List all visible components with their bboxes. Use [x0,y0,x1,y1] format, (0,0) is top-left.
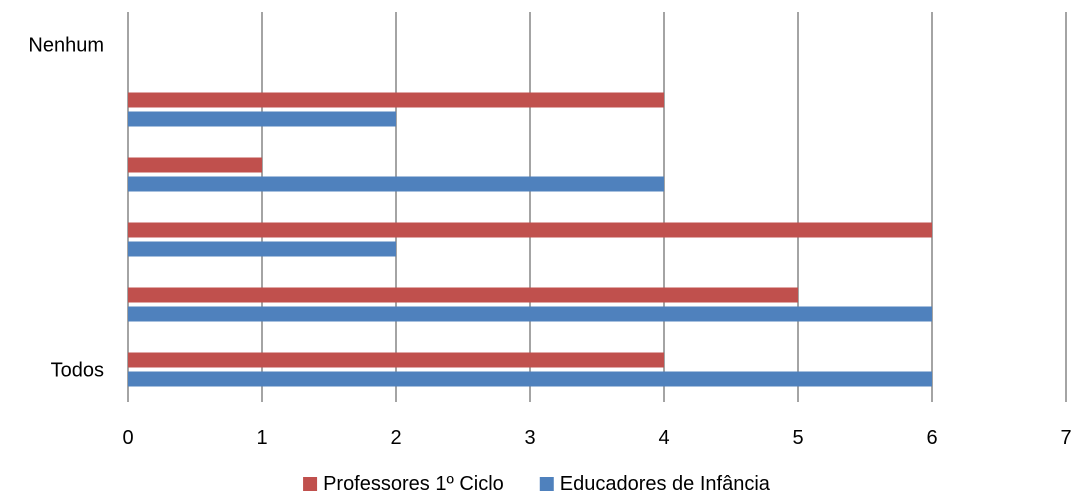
legend-swatch [303,477,318,491]
x-tick-label: 7 [1060,427,1071,449]
x-tick-label: 3 [524,427,535,449]
bar [128,157,262,173]
bar [128,92,664,108]
bars [128,92,932,387]
bar [128,176,664,192]
gridlines [127,12,1067,402]
bar [128,111,396,127]
bar [128,222,932,238]
x-tick-label: 1 [256,427,267,449]
x-tick-labels: 0 1 2 3 4 5 6 7 [122,427,1071,449]
bar [128,287,798,303]
category-label: Nenhum [28,35,104,57]
x-tick-label: 4 [658,427,669,449]
legend-swatch [539,477,554,491]
category-labels: Todos Nenhum [28,35,104,382]
x-tick-label: 2 [390,427,401,449]
bar [128,241,396,257]
bar [128,306,932,322]
legend: Professores 1º Ciclo Educadores de Infânc… [303,473,771,495]
legend-label: Educadores de Infância [560,473,771,495]
legend-label: Professores 1º Ciclo [323,473,504,495]
bar [128,371,932,387]
x-tick-label: 0 [122,427,133,449]
x-tick-label: 6 [926,427,937,449]
category-label: Todos [51,360,104,382]
x-tick-label: 5 [792,427,803,449]
bar [128,352,664,368]
